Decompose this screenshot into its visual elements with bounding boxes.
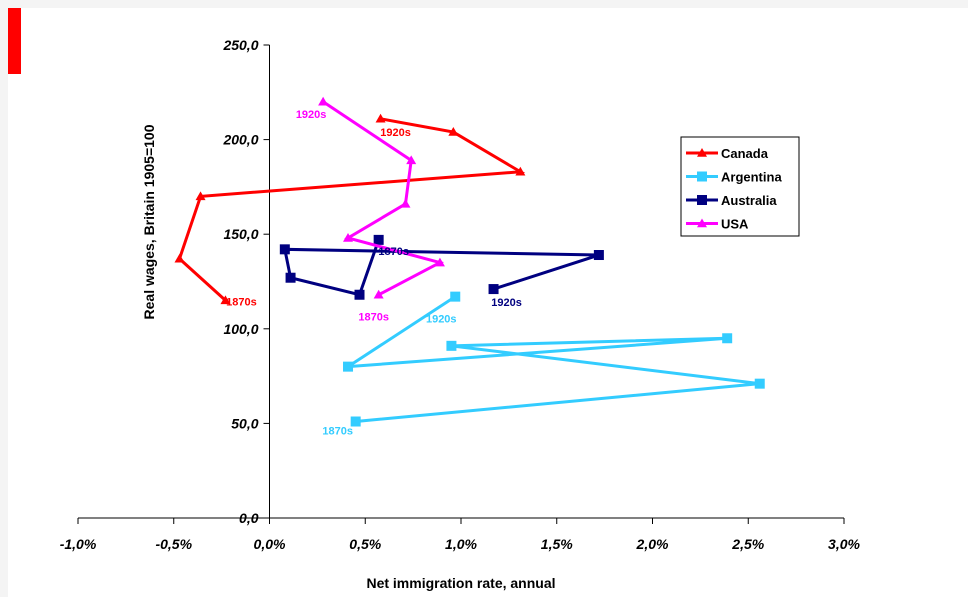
point-label-canada: 1870s (226, 296, 257, 308)
legend-item-usa: USA (686, 217, 749, 232)
plot-panel (8, 8, 968, 597)
point-label-australia: 1920s (491, 297, 522, 309)
x-tick-label: 2,5% (731, 536, 764, 552)
y-axis-title: Real wages, Britain 1905=100 (141, 124, 157, 319)
series-usa (318, 96, 445, 299)
data-point-usa (406, 155, 417, 165)
legend: Canada Argentina Australia USA (680, 136, 800, 237)
corner-marker (8, 8, 21, 74)
point-label-usa: 1870s (358, 312, 389, 324)
x-tick-label: 1,0% (445, 536, 477, 552)
point-label-argentina: 1870s (322, 426, 353, 438)
x-axis-title: Net immigration rate, annual (366, 575, 555, 591)
series-layer (174, 96, 765, 427)
legend-item-argentina: Argentina (686, 170, 782, 185)
legend-label-canada: Canada (721, 146, 769, 161)
point-labels: 1870s 1920s 1870s 1920s 1870s 1920s 1870s 1920s (226, 109, 522, 438)
x-tick-label: 1,5% (541, 536, 573, 552)
data-point-australia (488, 284, 499, 295)
x-tick-label: 0,0% (254, 536, 286, 552)
legend-marker-australia (697, 195, 707, 205)
y-tick-label: 50,0 (231, 415, 258, 431)
data-point-usa (343, 232, 354, 242)
x-tick-label: 3,0% (828, 536, 860, 552)
series-argentina (343, 291, 765, 427)
data-point-australia (285, 272, 296, 283)
y-tick-label: 250,0 (222, 37, 258, 53)
series-australia (279, 234, 604, 300)
data-point-argentina (722, 333, 733, 344)
axes (78, 45, 844, 519)
point-label-canada: 1920s (380, 127, 411, 139)
data-point-canada (448, 127, 459, 136)
y-tick-label: 150,0 (223, 226, 258, 242)
data-point-argentina (350, 416, 361, 427)
data-point-canada (220, 295, 231, 305)
ticks: -1,0% -0,5% 0,0% 0,5% 1,0% 1,5% 2,0% 2,5% 3,0% 0,… (60, 37, 861, 552)
legend-items: Canada Argentina Australia USA (686, 146, 782, 232)
data-point-argentina (450, 291, 461, 302)
legend-item-canada: Canada (686, 146, 769, 161)
data-point-australia (373, 234, 384, 245)
data-point-argentina (754, 378, 765, 389)
y-tick-label: 200,0 (222, 132, 258, 148)
data-point-canada (174, 253, 185, 263)
legend-item-australia: Australia (686, 193, 777, 208)
x-tick-label: -0,5% (155, 536, 192, 552)
series-canada (174, 113, 526, 305)
data-point-canada (195, 191, 206, 201)
point-label-usa: 1920s (296, 109, 327, 121)
data-point-australia (279, 244, 290, 255)
data-point-argentina (446, 340, 457, 351)
legend-label-australia: Australia (721, 193, 777, 208)
x-tick-label: 0,5% (349, 536, 381, 552)
data-point-australia (354, 289, 365, 300)
data-point-usa (318, 96, 329, 106)
series-line-argentina (347, 295, 760, 424)
data-point-canada (515, 166, 526, 176)
legend-marker-usa (697, 218, 707, 228)
x-tick-label: 2,0% (636, 536, 669, 552)
data-point-argentina (343, 361, 354, 372)
data-point-canada (375, 113, 386, 123)
point-label-argentina: 1920s (426, 314, 457, 326)
series-line-australia (282, 239, 600, 297)
data-point-usa (434, 257, 445, 267)
data-point-australia (593, 250, 604, 261)
legend-label-argentina: Argentina (721, 170, 782, 185)
legend-label-usa: USA (721, 217, 749, 232)
series-line-canada (177, 117, 526, 302)
y-tick-label: 100,0 (223, 321, 258, 337)
series-line-usa (322, 100, 445, 297)
legend-marker-canada (697, 148, 707, 157)
point-label-australia: 1870s (378, 246, 409, 258)
data-point-usa (400, 198, 411, 208)
x-tick-label: -1,0% (60, 536, 97, 552)
legend-marker-argentina (697, 171, 707, 182)
data-point-usa (373, 289, 384, 299)
y-tick-label: 0,0 (239, 510, 259, 526)
